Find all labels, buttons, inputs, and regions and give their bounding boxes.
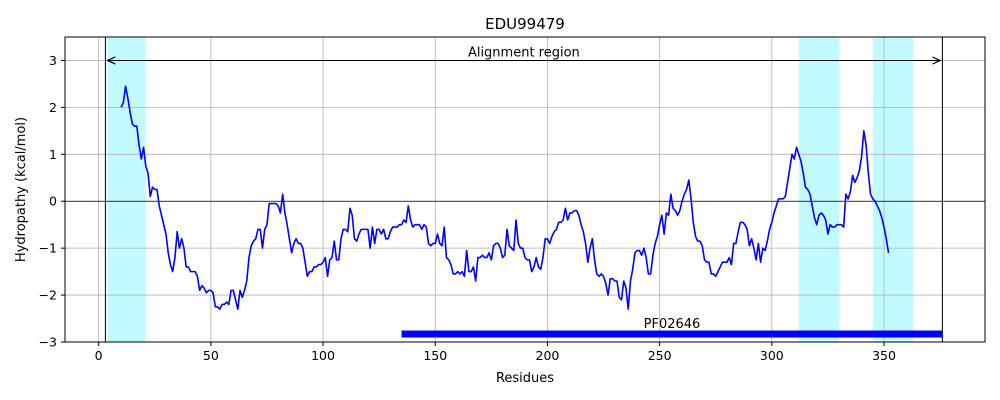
highlight-region-1 [798,37,840,342]
plot-frame [64,36,986,343]
x-tick-label: 100 [311,348,335,363]
domain-label-0: PF02646 [644,317,701,332]
domain-bar-0 [401,330,943,338]
highlight-region-0 [107,37,146,342]
y-tick-label: −3 [39,335,57,350]
x-tick-label: 200 [536,348,560,363]
x-tick-label: 150 [423,348,447,363]
y-tick-label: 3 [49,53,57,68]
y-tick-label: 0 [49,194,57,209]
x-tick-label: 50 [203,348,219,363]
y-tick-label: −1 [39,241,57,256]
y-axis-label: Hydropathy (kcal/mol) [14,117,29,262]
y-tick-label: 1 [49,147,57,162]
x-tick-label: 250 [648,348,672,363]
tick-layer: 0 50 100 150 200 250 300 350 −3 −2 −1 0 1 2 3 [39,53,896,363]
x-tick-label: 350 [872,348,896,363]
x-tick-label: 300 [760,348,784,363]
series-layer [120,85,890,310]
x-tick-label: 0 [95,348,103,363]
domain-layer: PF02646 [401,317,943,338]
highlight-regions-layer [107,37,914,342]
x-axis-label: Residues [496,371,554,386]
alignment-region-label: Alignment region [468,45,580,60]
y-tick-label: 2 [49,100,57,115]
hydropathy-line-0 [120,85,890,310]
chart-title: EDU99479 [485,15,565,33]
grid-layer [65,37,985,343]
reference-lines-layer: Alignment region [65,37,985,342]
y-tick-label: −2 [39,288,57,303]
highlight-region-2 [872,37,914,342]
